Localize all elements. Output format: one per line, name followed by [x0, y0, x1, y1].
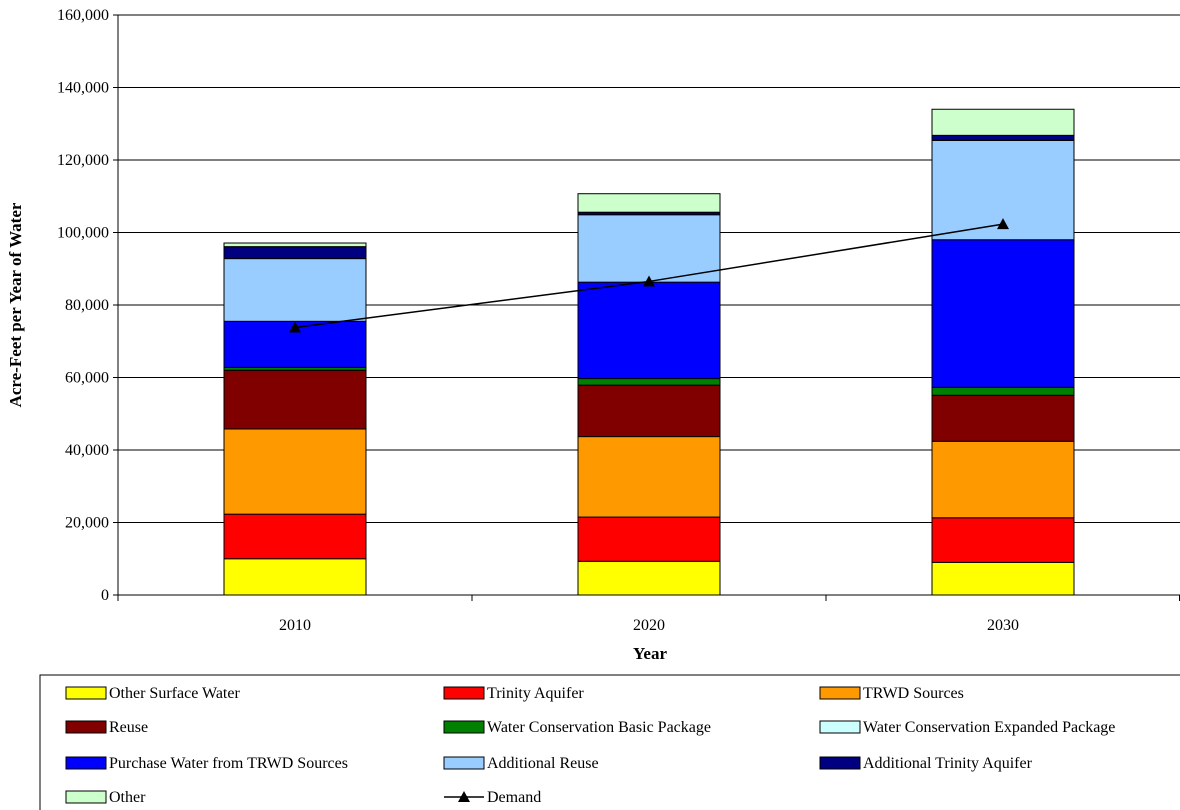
bar-segment: [931, 394, 1075, 442]
y-tick-label: 100,000: [57, 225, 109, 242]
legend-swatch: [819, 756, 861, 770]
demand-marker: [289, 321, 301, 333]
bar-segment: [577, 378, 721, 386]
legend-label: Demand: [487, 789, 541, 806]
bar-segment: [577, 560, 721, 596]
legend-label: Reuse: [109, 719, 148, 736]
bar-segment: [577, 193, 721, 213]
demand-marker: [997, 218, 1009, 230]
legend-label: Other Surface Water: [109, 685, 240, 702]
legend-swatch: [65, 756, 107, 770]
legend-label: Trinity Aquifer: [487, 685, 584, 702]
legend-swatch: [443, 756, 485, 770]
bar-segment: [223, 513, 367, 560]
bar-segment: [931, 134, 1075, 141]
y-tick-label: 0: [101, 587, 109, 604]
y-tick-label: 160,000: [57, 7, 109, 24]
bar-segment: [577, 384, 721, 438]
bar-segment: [577, 214, 721, 283]
y-tick-label: 60,000: [65, 370, 109, 387]
y-tick-labels: 0 20,000 40,000 60,000 80,000 100,000 120,000 1…: [57, 7, 109, 604]
legend-box: [39, 674, 1180, 810]
legend-label: Water Conservation Basic Package: [487, 719, 711, 736]
legend-label: TRWD Sources: [863, 685, 964, 702]
bar-segment: [223, 246, 367, 260]
legend-marker: [458, 791, 470, 802]
y-tick-label: 20,000: [65, 515, 109, 532]
bar-segment: [931, 561, 1075, 596]
legend-label: Purchase Water from TRWD Sources: [109, 755, 348, 772]
x-axis-title: Year: [633, 644, 667, 663]
bar-segment: [223, 369, 367, 430]
bar-segment: [577, 281, 721, 380]
bar-segment: [223, 428, 367, 515]
legend-swatch: [819, 720, 861, 734]
y-tick-label: 120,000: [57, 152, 109, 169]
y-axis-title: Acre-Feet per Year of Water: [6, 202, 25, 407]
bar-segment: [931, 440, 1075, 519]
bars: [223, 108, 1075, 596]
legend: Other Surface Water Trinity Aquifer TRWD S…: [39, 674, 1180, 810]
x-tick-label: 2030: [987, 617, 1019, 634]
legend-swatch: [65, 790, 107, 804]
legend-label: Water Conservation Expanded Package: [863, 719, 1115, 736]
legend-swatch: [443, 686, 485, 700]
bar-segment: [931, 239, 1075, 388]
legend-swatch: [65, 686, 107, 700]
x-tick-labels: 2010 2020 2030: [279, 617, 1019, 634]
y-tick-label: 80,000: [65, 297, 109, 314]
x-tick-label: 2020: [633, 617, 665, 634]
legend-swatch: [443, 720, 485, 734]
legend-label: Additional Trinity Aquifer: [863, 755, 1033, 772]
bar-segment: [577, 436, 721, 518]
bar-segment: [931, 517, 1075, 563]
legend-label: Additional Reuse: [487, 755, 599, 772]
legend-label: Other: [109, 789, 146, 806]
legend-swatch: [819, 686, 861, 700]
y-tick-label: 40,000: [65, 442, 109, 459]
bar-segment: [931, 108, 1075, 136]
demand-marker: [643, 275, 655, 287]
bar-segment: [223, 258, 367, 322]
legend-swatch: [65, 720, 107, 734]
bar-segment: [577, 516, 721, 562]
bar-segment: [223, 558, 367, 596]
demand-line: [289, 218, 1009, 333]
bar-segment: [223, 320, 367, 368]
bar-segment: [223, 242, 367, 248]
x-tick-label: 2010: [279, 617, 311, 634]
bar-segment: [931, 386, 1075, 396]
y-tick-label: 140,000: [57, 80, 109, 97]
